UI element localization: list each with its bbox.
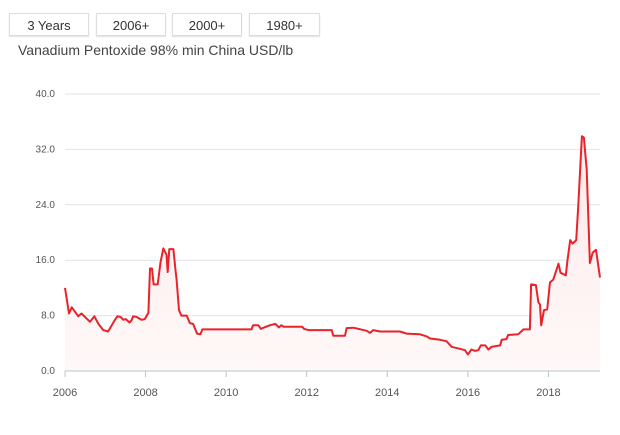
y-tick-label: 16.0	[36, 255, 56, 266]
range-button-3-years[interactable]: 3 Years	[9, 13, 89, 36]
area-fill	[65, 136, 600, 371]
range-button-1980[interactable]: 1980+	[249, 13, 320, 36]
series-line	[64, 135, 601, 356]
x-tick-label: 2010	[214, 387, 238, 399]
y-tick-label: 0.0	[41, 366, 55, 377]
range-button-2006[interactable]: 2006+	[96, 13, 166, 36]
x-tick-label: 2008	[133, 387, 157, 399]
y-tick-label: 32.0	[36, 144, 56, 155]
y-tick-label: 8.0	[41, 311, 55, 322]
x-tick-label: 2016	[456, 387, 480, 399]
y-tick-label: 40.0	[36, 89, 56, 100]
x-tick-label: 2014	[375, 387, 399, 399]
range-button-2000[interactable]: 2000+	[172, 13, 242, 36]
x-tick-label: 2006	[53, 387, 77, 399]
chart-title: Vanadium Pentoxide 98% min China USD/lb	[18, 42, 294, 58]
x-tick-label: 2018	[536, 387, 560, 399]
x-tick-label: 2012	[294, 387, 318, 399]
y-tick-label: 24.0	[36, 200, 56, 211]
